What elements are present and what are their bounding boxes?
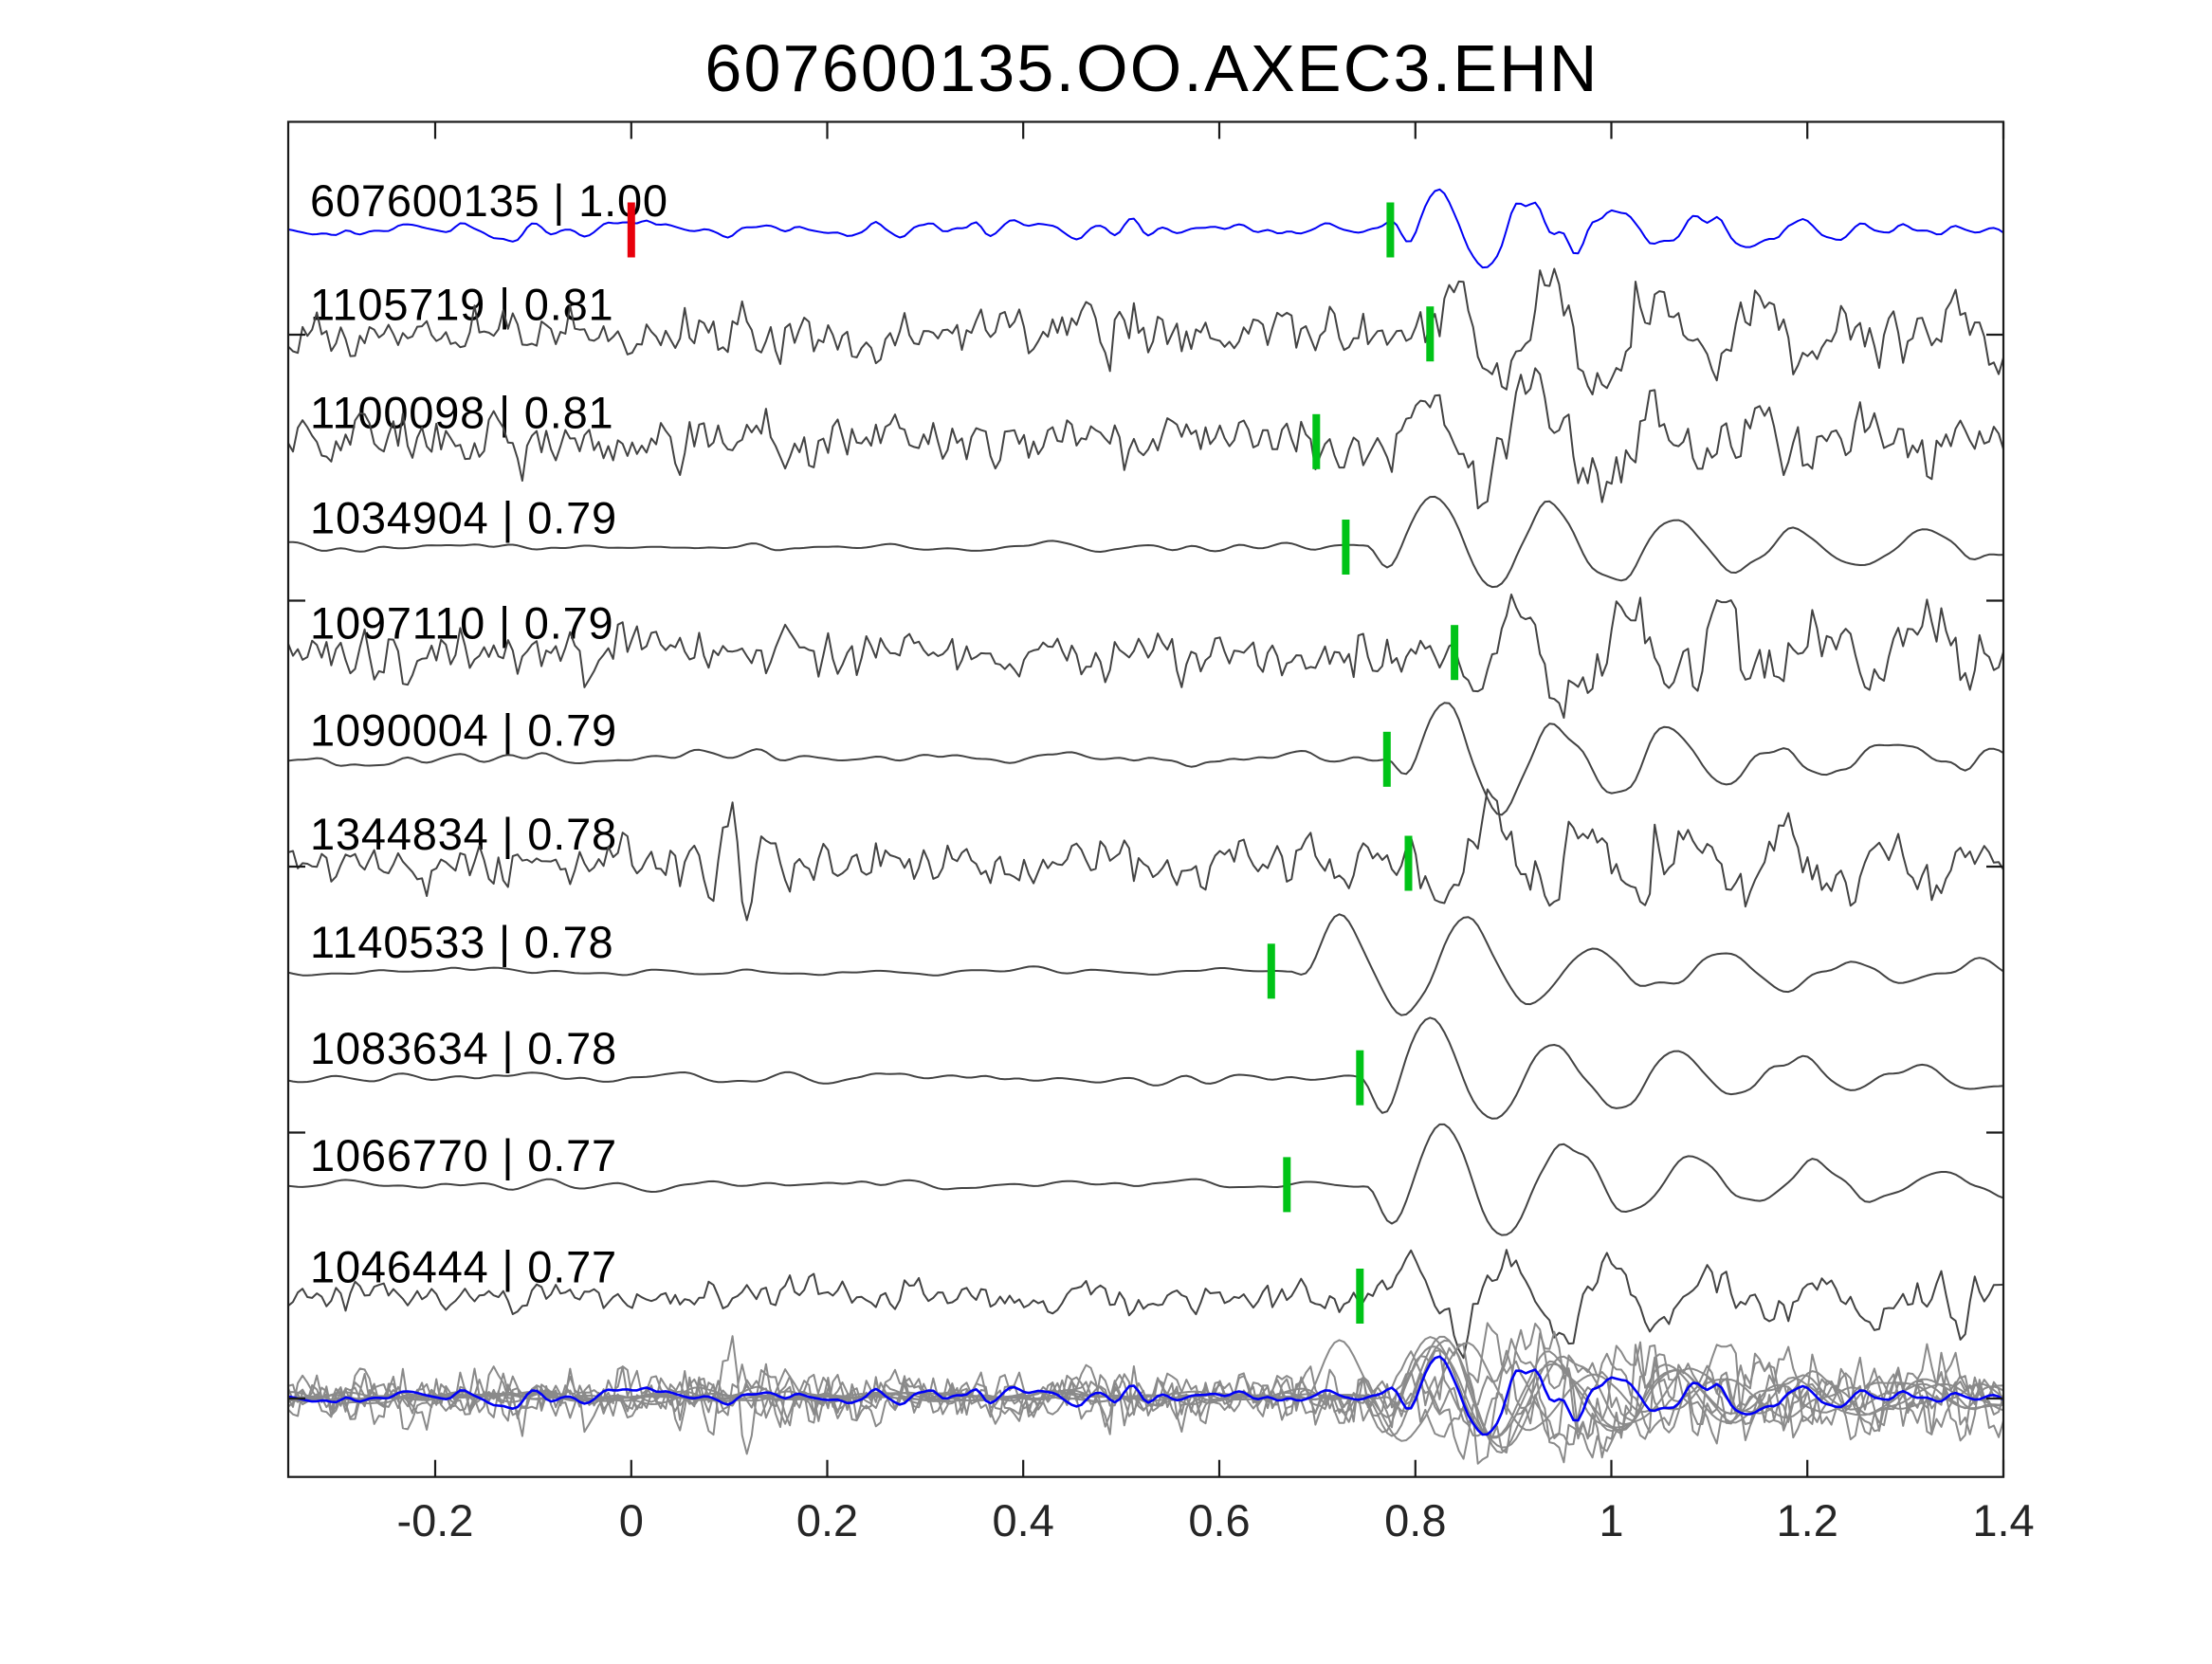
svg-text:-0.2: -0.2 xyxy=(397,1495,474,1545)
svg-text:1097110 | 0.79: 1097110 | 0.79 xyxy=(310,598,614,649)
svg-text:0: 0 xyxy=(619,1495,644,1545)
svg-text:0.4: 0.4 xyxy=(993,1495,1054,1545)
svg-text:0.8: 0.8 xyxy=(1384,1495,1446,1545)
svg-text:1046444 | 0.77: 1046444 | 0.77 xyxy=(310,1242,617,1292)
svg-text:1344834 | 0.78: 1344834 | 0.78 xyxy=(310,809,617,859)
svg-text:0.6: 0.6 xyxy=(1188,1495,1250,1545)
svg-text:1066770 | 0.77: 1066770 | 0.77 xyxy=(310,1130,617,1180)
svg-text:1.4: 1.4 xyxy=(1972,1495,2034,1545)
svg-text:607600135 | 1.00: 607600135 | 1.00 xyxy=(310,175,668,226)
svg-text:1105719 | 0.81: 1105719 | 0.81 xyxy=(310,280,614,330)
svg-text:0.2: 0.2 xyxy=(796,1495,858,1545)
svg-text:1140533 | 0.78: 1140533 | 0.78 xyxy=(310,917,614,967)
svg-text:1100098 | 0.81: 1100098 | 0.81 xyxy=(310,387,614,437)
svg-text:1: 1 xyxy=(1599,1495,1623,1545)
svg-text:1083634 | 0.78: 1083634 | 0.78 xyxy=(310,1023,617,1073)
svg-text:607600135.OO.AXEC3.EHN: 607600135.OO.AXEC3.EHN xyxy=(704,31,1599,105)
svg-text:1034904 | 0.79: 1034904 | 0.79 xyxy=(310,493,617,543)
svg-text:1.2: 1.2 xyxy=(1777,1495,1838,1545)
svg-text:1090004 | 0.79: 1090004 | 0.79 xyxy=(310,704,617,755)
